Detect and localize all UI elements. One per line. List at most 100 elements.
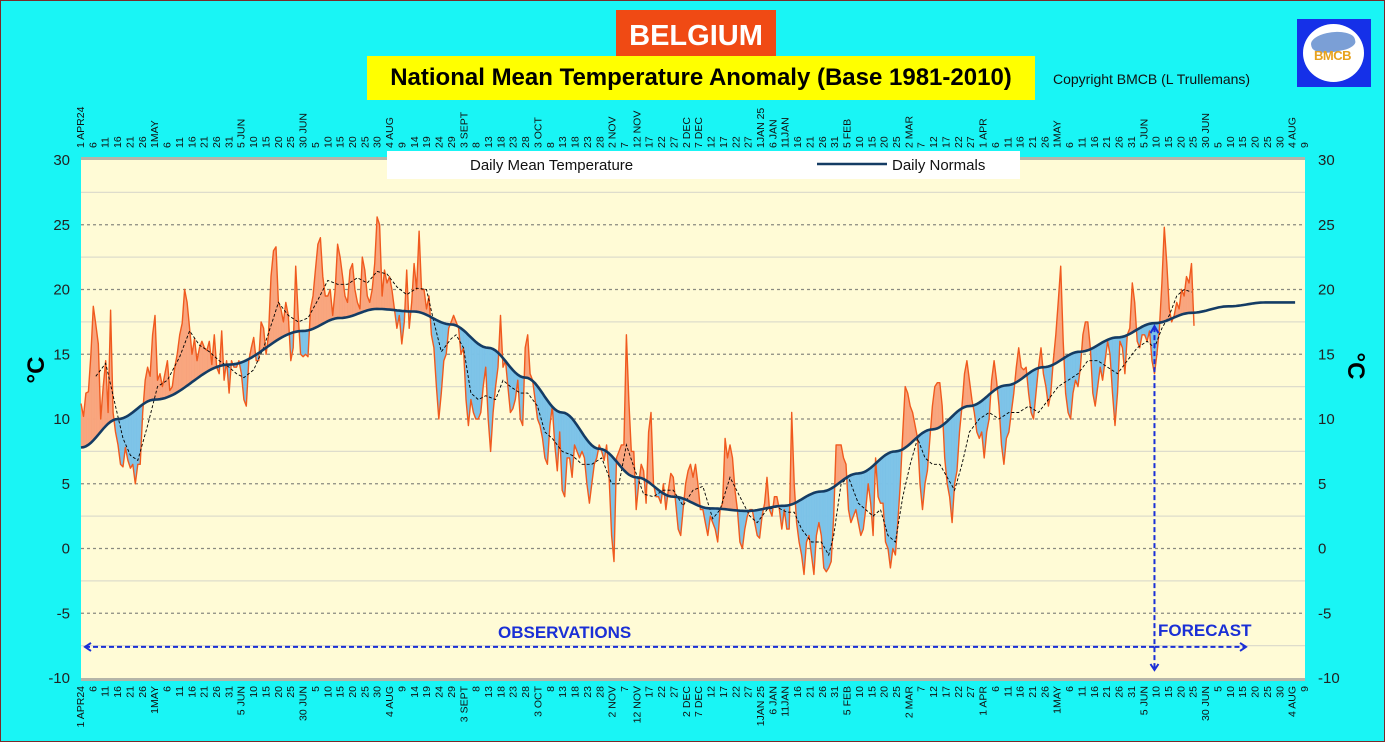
x-tick-label-top: 16 [112, 136, 124, 148]
x-tick-label-top: 15 [335, 136, 347, 148]
x-tick-label-top: 22 [656, 136, 668, 148]
x-tick-label-bottom: 31 [1126, 686, 1138, 698]
y-tick-label-left: 30 [53, 152, 70, 169]
x-tick-label-bottom: 27 [965, 686, 977, 698]
y-tick-label-left: 15 [53, 346, 70, 363]
x-tick-label-top: 31 [1126, 136, 1138, 148]
country-label: BELGIUM [616, 10, 776, 56]
x-tick-label-top: 30 JUN [1200, 113, 1212, 148]
x-tick-label-top: 11JAN [780, 117, 792, 148]
x-tick-label-bottom: 17 [644, 686, 656, 698]
x-tick-label-bottom: 20 [347, 686, 359, 698]
x-tick-label-bottom: 22 [656, 686, 668, 698]
y-tick-label-right: 20 [1318, 282, 1335, 299]
legend: Daily Mean Temperature Daily Normals [387, 151, 1020, 179]
x-tick-label-top: 17 [644, 136, 656, 148]
x-tick-label-top: 7 [916, 142, 928, 148]
x-tick-label-top: 27 [668, 136, 680, 148]
x-tick-label-bottom: 5 JUN [1138, 686, 1150, 715]
x-tick-label-bottom: 10 [1151, 686, 1163, 698]
x-tick-label-top: 20 [347, 136, 359, 148]
x-tick-label-top: 20 [273, 136, 285, 148]
x-tick-label-top: 22 [953, 136, 965, 148]
x-tick-label-top: 6 [87, 142, 99, 148]
x-tick-label-bottom: 10 [1225, 686, 1237, 698]
x-tick-label-top: 16 [1015, 136, 1027, 148]
x-tick-label-bottom: 15 [1163, 686, 1175, 698]
x-tick-label-bottom: 30 [372, 686, 384, 698]
y-axis-left: -10 -5 0 5 10 15 20 25 30 [48, 152, 70, 687]
x-tick-label-top: 26 [211, 136, 223, 148]
x-tick-label-bottom: 26 [817, 686, 829, 698]
x-tick-label-bottom: 8 [545, 686, 557, 692]
x-tick-label-bottom: 26 [137, 686, 149, 698]
x-tick-label-bottom: 27 [743, 686, 755, 698]
x-tick-label-top: 13 [557, 136, 569, 148]
x-tick-label-top: 12 NOV [631, 111, 643, 148]
x-tick-label-bottom: 6 [990, 686, 1002, 692]
x-tick-label-bottom: 18 [495, 686, 507, 698]
x-tick-label-top: 5 JUN [236, 119, 248, 148]
x-tick-label-bottom: 31 [223, 686, 235, 698]
x-tick-label-top: 27 [743, 136, 755, 148]
x-tick-label-bottom: 11 [1076, 686, 1088, 697]
x-tick-label-bottom: 30 JUN [298, 686, 310, 721]
y-tick-label-right: 5 [1318, 476, 1326, 493]
forecast-divider-arrow-up [1149, 324, 1160, 334]
x-tick-label-bottom: 20 [1250, 686, 1262, 698]
x-tick-label-top: 11 [174, 137, 186, 148]
x-tick-label-top: 24 [434, 136, 446, 148]
x-tick-label-bottom: 27 [668, 686, 680, 698]
x-axis-bottom: 1 APR24 6 11 16 21 26 1MAY 6 11 16 21 26 31 5 JUN 10 15… [75, 685, 1311, 727]
y-tick-label-left: -10 [48, 670, 70, 687]
x-tick-label-bottom: 16 [792, 686, 804, 698]
x-tick-label-top: 1 APR24 [75, 106, 87, 148]
x-tick-label-top: 5 [1212, 142, 1224, 148]
x-tick-label-bottom: 10 [248, 686, 260, 698]
x-tick-label-bottom: 16 [1089, 686, 1101, 698]
x-tick-label-top: 9 [1299, 142, 1311, 148]
x-tick-label-bottom: 21 [1027, 686, 1039, 698]
x-tick-label-bottom: 13 [557, 686, 569, 698]
x-tick-label-bottom: 7 [619, 686, 631, 692]
x-tick-label-bottom: 9 [1299, 686, 1311, 692]
x-tick-label-bottom: 2 MAR [903, 686, 915, 719]
y-tick-label-left: 20 [53, 282, 70, 299]
x-tick-label-top: 13 [483, 136, 495, 148]
x-tick-label-bottom: 25 [1262, 686, 1274, 698]
x-tick-label-bottom: 29 [446, 686, 458, 698]
x-tick-label-top: 11 [1002, 137, 1014, 148]
x-tick-label-top: 4 AUG [384, 117, 396, 148]
y-tick-label-right: 15 [1318, 346, 1335, 363]
x-tick-label-bottom: 1MAY [1052, 686, 1064, 714]
x-tick-label-bottom: 28 [594, 686, 606, 698]
daily-normals-line [80, 301, 1296, 513]
x-tick-label-bottom: 17 [940, 686, 952, 698]
x-tick-label-bottom: 5 [310, 686, 322, 692]
x-tick-label-bottom: 21 [1101, 686, 1113, 698]
x-tick-label-top: 2 DEC [681, 117, 693, 148]
x-tick-label-bottom: 16 [1015, 686, 1027, 698]
y-tick-label-left: 25 [53, 217, 70, 234]
y-axis-label-right: °C [1342, 353, 1369, 380]
x-tick-label-bottom: 22 [730, 686, 742, 698]
x-tick-label-top: 20 [879, 136, 891, 148]
legend-daily-normals: Daily Normals [892, 157, 985, 174]
logo-text: BMCB [1314, 48, 1352, 63]
y-tick-label-right: 25 [1318, 217, 1335, 234]
x-tick-label-bottom: 11 [1002, 686, 1014, 697]
x-tick-label-bottom: 5 FEB [842, 686, 854, 715]
x-tick-label-bottom: 6 [162, 686, 174, 692]
x-tick-label-top: 25 [891, 136, 903, 148]
x-tick-label-top: 10 [248, 136, 260, 148]
x-tick-label-bottom: 6 JAN [767, 686, 779, 715]
x-tick-label-bottom: 16 [186, 686, 198, 698]
x-tick-label-top: 15 [1237, 136, 1249, 148]
forecast-divider-arrow-down [1149, 663, 1160, 672]
x-tick-label-top: 30 JUN [298, 113, 310, 148]
y-tick-label-left: 5 [62, 476, 70, 493]
x-tick-label-bottom: 15 [1237, 686, 1249, 698]
x-tick-label-bottom: 19 [421, 686, 433, 698]
x-tick-label-top: 15 [260, 136, 272, 148]
x-tick-label-bottom: 17 [718, 686, 730, 698]
